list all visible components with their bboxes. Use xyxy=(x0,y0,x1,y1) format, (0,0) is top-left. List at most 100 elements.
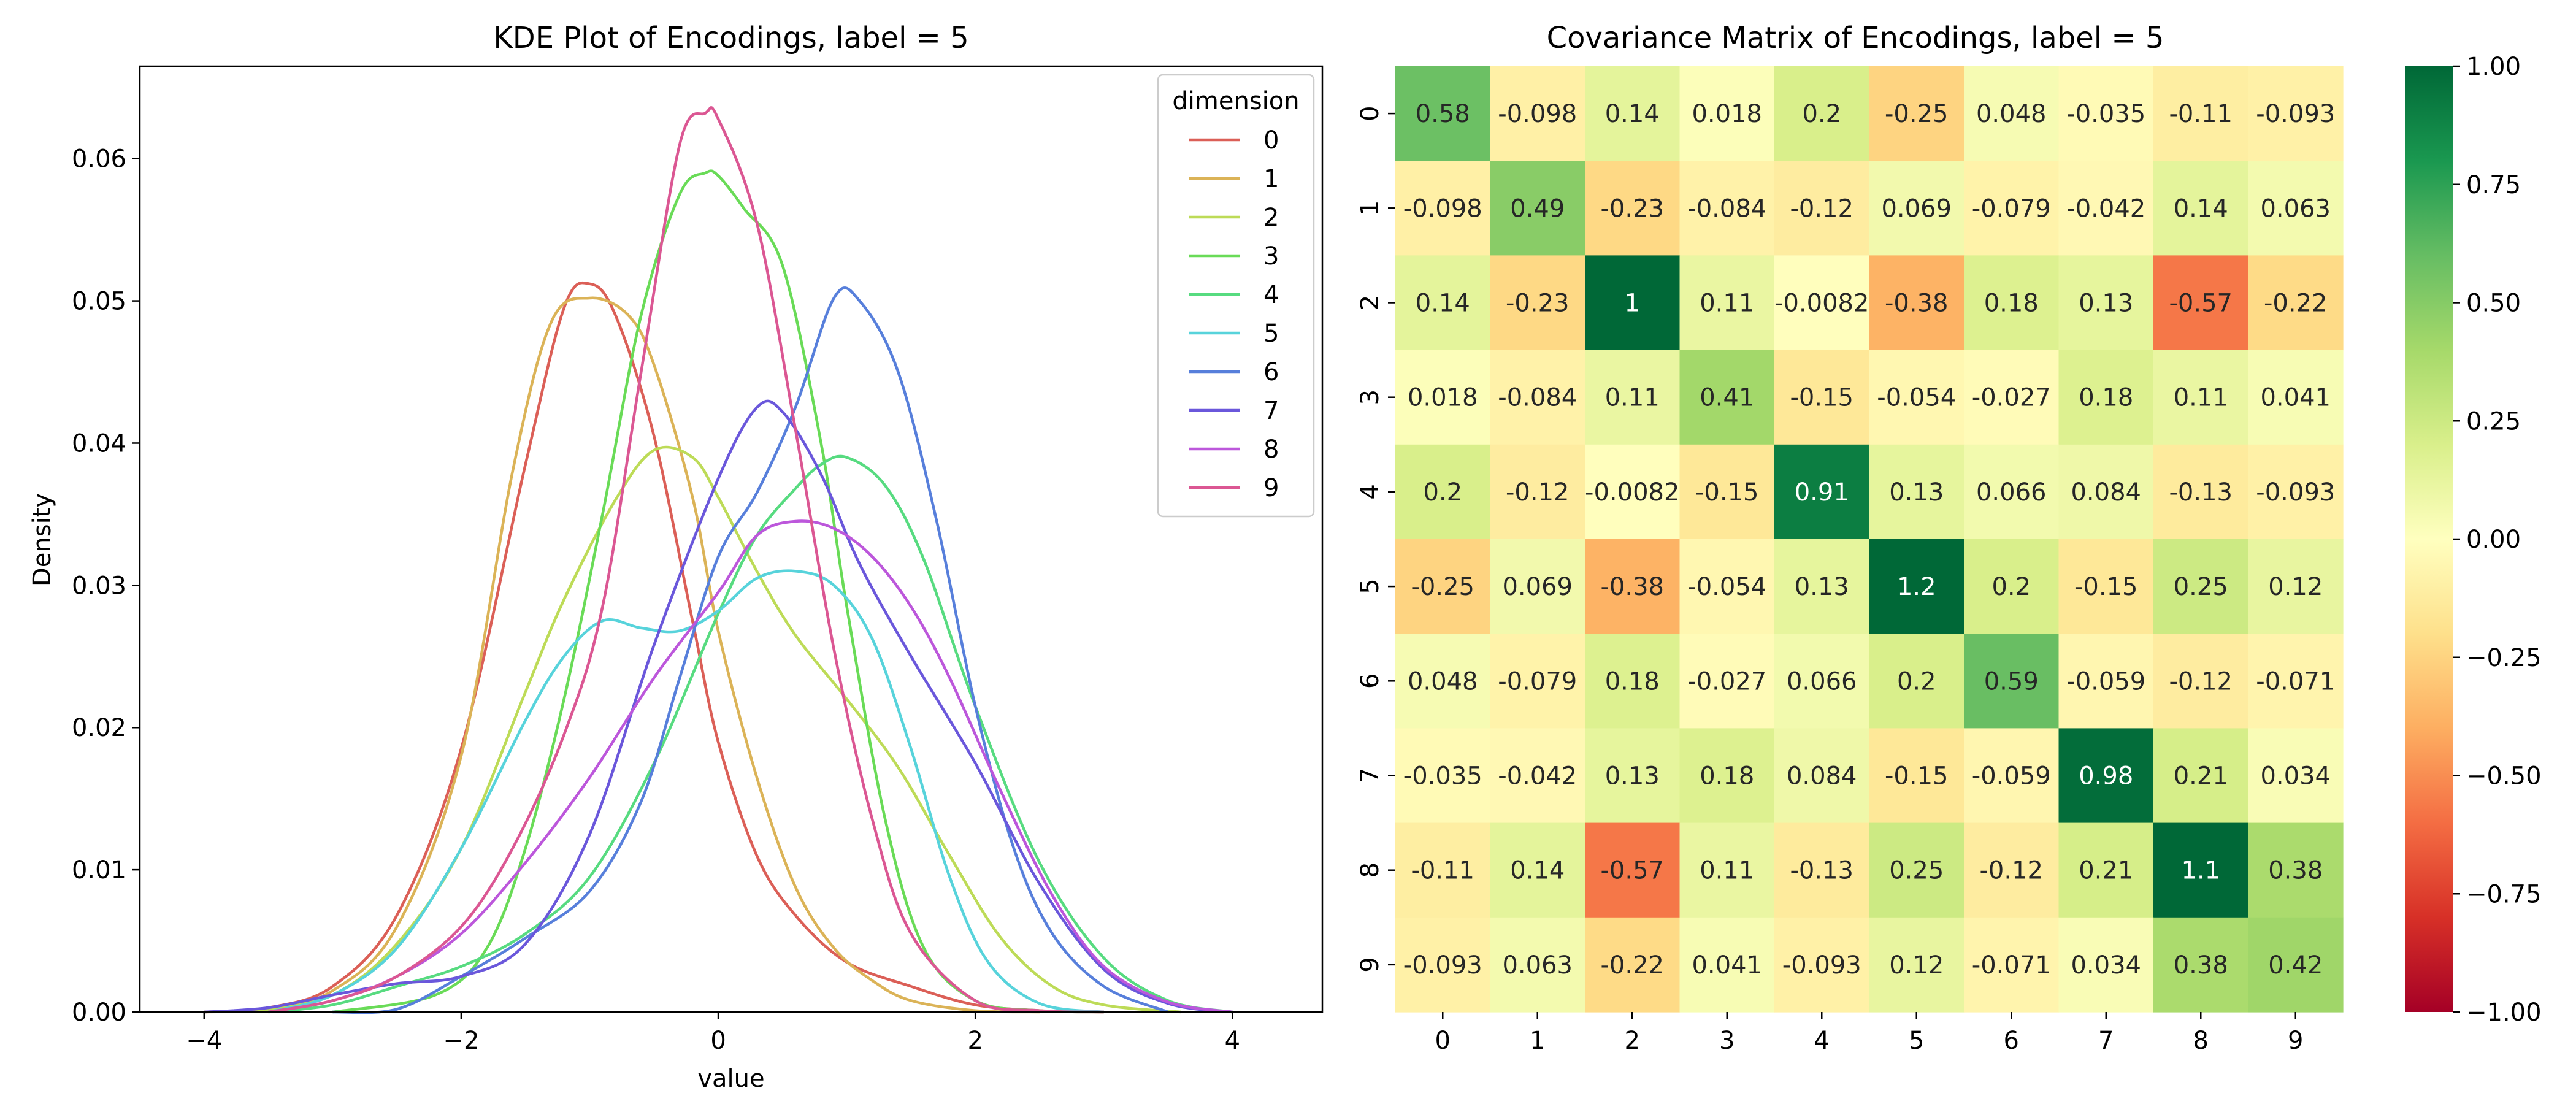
y-tick-label: 0.00 xyxy=(72,999,126,1027)
kde-plot-area xyxy=(140,66,1322,1012)
heatmap-cell xyxy=(1774,444,1870,540)
heatmap-cell xyxy=(2153,634,2249,729)
heatmap-cell xyxy=(1679,350,1775,445)
heatmap-cell xyxy=(1964,634,2060,729)
legend-label: 2 xyxy=(1263,204,1279,232)
heatmap-cell xyxy=(1869,161,1965,256)
heatmap-cell-label: -0.042 xyxy=(2066,194,2145,223)
heatmap-cell xyxy=(2153,822,2249,918)
heatmap-cell xyxy=(1395,161,1491,256)
heatmap-cell xyxy=(2153,66,2249,161)
x-tick-label: −2 xyxy=(443,1027,479,1055)
x-tick-label: 6 xyxy=(2004,1027,2019,1055)
heatmap-cell xyxy=(1679,161,1775,256)
heatmap-cell xyxy=(1679,728,1775,824)
heatmap-y-axis: 0 1 2 3 4 5 6 7 8 9 xyxy=(1356,105,1395,973)
heatmap-cell-label: 0.018 xyxy=(1408,384,1478,412)
heatmap-cell xyxy=(1490,539,1585,634)
heatmap-cell-label: 0.11 xyxy=(1700,289,1754,318)
kde-frame xyxy=(139,65,1324,1013)
heatmap-title: Covariance Matrix of Encodings, label = … xyxy=(1547,21,2164,55)
y-tick-label: 6 xyxy=(1356,673,1384,689)
heatmap-cell-label: 0.14 xyxy=(2174,194,2228,223)
heatmap-cell-label: -0.12 xyxy=(2169,667,2233,696)
kde-line-dimension-4 xyxy=(268,454,1233,1014)
heatmap-cell xyxy=(1774,66,1870,161)
colorbar-tick-label: −0.50 xyxy=(2466,762,2542,791)
heatmap-cell-label: -0.059 xyxy=(1972,762,2051,791)
heatmap-cell xyxy=(1964,822,2060,918)
heatmap-cell xyxy=(2248,444,2344,540)
heatmap-cell-label: -0.11 xyxy=(2169,100,2233,128)
heatmap-cell xyxy=(1869,917,1965,1013)
heatmap-cell-label: -0.084 xyxy=(1687,194,1766,223)
heatmap-cell xyxy=(2058,634,2154,729)
heatmap-cell-label: -0.098 xyxy=(1403,194,1482,223)
heatmap-cell-label: 0.14 xyxy=(1605,100,1660,128)
heatmap-cell xyxy=(2153,917,2249,1013)
heatmap-cell xyxy=(1964,444,2060,540)
heatmap-cell-label: 0.069 xyxy=(1502,573,1573,601)
heatmap-cell xyxy=(1774,728,1870,824)
kde-series-lines xyxy=(204,106,1233,1014)
heatmap-cell xyxy=(1869,539,1965,634)
heatmap-cell xyxy=(1869,822,1965,918)
legend-label: 3 xyxy=(1263,242,1279,270)
x-tick-label: 0 xyxy=(710,1027,726,1055)
colorbar-tick-label: −1.00 xyxy=(2466,999,2542,1027)
heatmap-cell xyxy=(2248,539,2344,634)
kde-x-axis: −4 −2 0 2 4 xyxy=(186,1012,1240,1055)
heatmap-cell xyxy=(2248,917,2344,1013)
heatmap-cell-label: 0.41 xyxy=(1700,384,1754,412)
heatmap-cell xyxy=(1774,917,1870,1013)
heatmap-cell xyxy=(1585,161,1681,256)
heatmap-cell-label: -0.11 xyxy=(1411,857,1475,885)
y-tick-label: 8 xyxy=(1356,862,1384,878)
heatmap-cell xyxy=(1964,66,2060,161)
x-tick-label: 8 xyxy=(2193,1027,2209,1055)
heatmap-cell xyxy=(2248,161,2344,256)
heatmap-cell xyxy=(1869,350,1965,445)
legend-label: 5 xyxy=(1263,320,1279,348)
heatmap-cell xyxy=(1774,634,1870,729)
heatmap-cell xyxy=(1869,444,1965,540)
heatmap-cell-label: -0.25 xyxy=(1885,100,1949,128)
heatmap-cell-label: 0.11 xyxy=(2174,384,2228,412)
heatmap-cell-label: 0.91 xyxy=(1795,478,1849,507)
heatmap-cell xyxy=(2058,66,2154,161)
heatmap-cell-label: -0.15 xyxy=(1790,384,1854,412)
heatmap-cell-label: -0.12 xyxy=(1506,478,1570,507)
heatmap-cell-label: 0.034 xyxy=(2071,951,2141,979)
heatmap-cell-label: 0.21 xyxy=(2174,762,2228,791)
heatmap-cell-label: 0.18 xyxy=(1605,667,1660,696)
colorbar-tick-label: −0.25 xyxy=(2466,644,2542,672)
heatmap-cell-label: -0.071 xyxy=(1972,951,2051,979)
heatmap-cell xyxy=(1490,822,1585,918)
x-tick-label: 4 xyxy=(1225,1027,1240,1055)
heatmap-cell xyxy=(1395,255,1491,351)
heatmap-cell-label: 0.084 xyxy=(2071,478,2141,507)
heatmap-cell-label: 0.38 xyxy=(2174,951,2228,979)
x-tick-label: 5 xyxy=(1909,1027,1924,1055)
kde-x-axis-label: value xyxy=(697,1065,764,1093)
x-tick-label: 0 xyxy=(1435,1027,1451,1055)
kde-plot: KDE Plot of Encodings, label = 5 −4 −2 0 2 4… xyxy=(28,21,1324,1093)
heatmap-cell xyxy=(1585,917,1681,1013)
y-tick-label: 0.03 xyxy=(72,572,126,600)
heatmap-cell xyxy=(1964,728,2060,824)
heatmap-cell-label: -0.093 xyxy=(1403,951,1482,979)
legend-label: 4 xyxy=(1263,281,1279,309)
heatmap-cell-label: -0.079 xyxy=(1972,194,2051,223)
y-tick-label: 0.06 xyxy=(72,145,126,174)
heatmap-cell-label: 0.2 xyxy=(1802,100,1841,128)
colorbar-tick-label: 0.00 xyxy=(2466,526,2521,554)
kde-line-dimension-6 xyxy=(332,286,1169,1014)
heatmap-cell-label: -0.22 xyxy=(1601,951,1665,979)
heatmap-cell xyxy=(2058,444,2154,540)
heatmap-cell-label: 0.13 xyxy=(2079,289,2133,318)
heatmap-cell-label: 0.98 xyxy=(2079,762,2133,791)
heatmap-cell xyxy=(1585,822,1681,918)
heatmap-cell-label: 0.13 xyxy=(1889,478,1944,507)
heatmap-cell-label: -0.38 xyxy=(1885,289,1949,318)
heatmap-cell-label: 0.084 xyxy=(1787,762,1857,791)
